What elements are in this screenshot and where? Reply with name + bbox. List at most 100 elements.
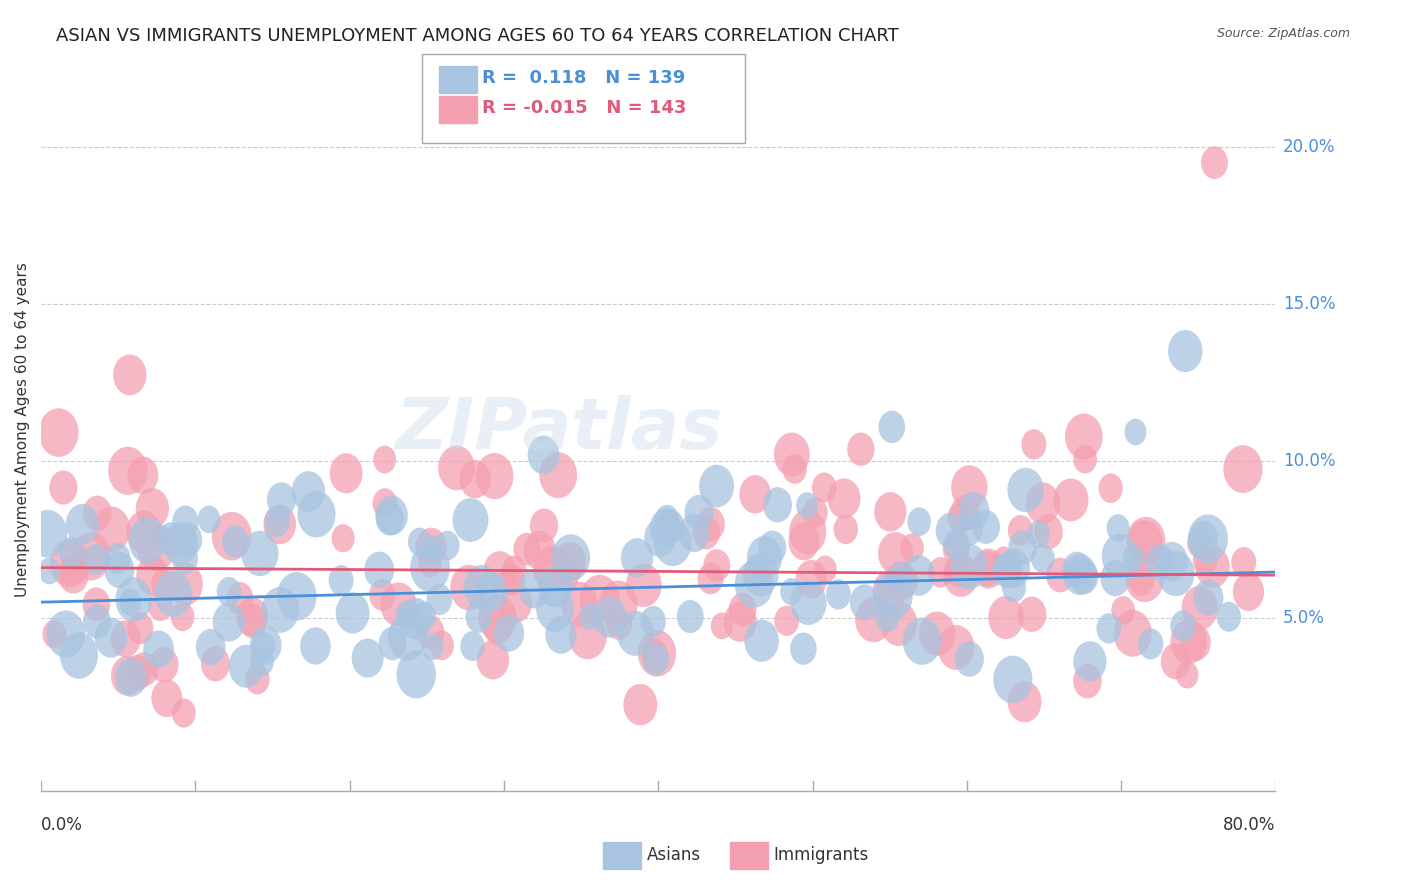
Ellipse shape: [172, 506, 198, 538]
Ellipse shape: [789, 523, 820, 560]
Ellipse shape: [697, 508, 725, 541]
Ellipse shape: [494, 615, 524, 652]
Ellipse shape: [502, 556, 526, 585]
Ellipse shape: [943, 533, 970, 566]
Ellipse shape: [94, 617, 128, 657]
Ellipse shape: [264, 506, 290, 537]
Ellipse shape: [780, 578, 803, 605]
Ellipse shape: [1025, 483, 1060, 524]
Ellipse shape: [373, 446, 396, 474]
Ellipse shape: [83, 587, 110, 621]
Ellipse shape: [796, 492, 818, 519]
Ellipse shape: [1097, 613, 1122, 644]
Ellipse shape: [411, 543, 450, 592]
Ellipse shape: [115, 658, 146, 697]
Ellipse shape: [157, 522, 184, 555]
Ellipse shape: [148, 591, 173, 621]
Ellipse shape: [242, 531, 278, 576]
Ellipse shape: [143, 631, 174, 668]
Ellipse shape: [1046, 558, 1074, 592]
Text: 15.0%: 15.0%: [1284, 295, 1336, 313]
Ellipse shape: [136, 556, 169, 595]
Ellipse shape: [993, 656, 1032, 704]
Ellipse shape: [997, 549, 1031, 589]
Text: R = -0.015   N = 143: R = -0.015 N = 143: [482, 99, 686, 117]
Ellipse shape: [740, 475, 770, 514]
Ellipse shape: [396, 650, 436, 698]
Ellipse shape: [873, 573, 912, 620]
Ellipse shape: [825, 579, 851, 609]
Ellipse shape: [478, 594, 516, 641]
Ellipse shape: [699, 465, 734, 508]
Ellipse shape: [1194, 579, 1223, 615]
Text: 80.0%: 80.0%: [1223, 815, 1275, 834]
Ellipse shape: [263, 505, 297, 544]
Ellipse shape: [606, 607, 633, 640]
Ellipse shape: [70, 533, 111, 581]
Ellipse shape: [790, 632, 817, 665]
Ellipse shape: [1168, 330, 1202, 372]
Ellipse shape: [796, 560, 827, 599]
Ellipse shape: [1021, 429, 1046, 459]
Ellipse shape: [415, 528, 447, 566]
Ellipse shape: [373, 488, 398, 518]
Ellipse shape: [475, 453, 513, 500]
Ellipse shape: [128, 517, 167, 564]
Ellipse shape: [1157, 551, 1195, 596]
Ellipse shape: [329, 565, 354, 596]
Ellipse shape: [936, 513, 965, 549]
Ellipse shape: [1026, 520, 1050, 549]
Ellipse shape: [477, 640, 509, 680]
Ellipse shape: [238, 604, 267, 638]
Ellipse shape: [950, 466, 987, 509]
Ellipse shape: [901, 555, 935, 596]
Ellipse shape: [408, 528, 432, 556]
Ellipse shape: [475, 573, 508, 612]
Ellipse shape: [28, 510, 67, 558]
Ellipse shape: [418, 549, 441, 577]
Ellipse shape: [1192, 546, 1218, 575]
Ellipse shape: [128, 457, 159, 494]
Text: 10.0%: 10.0%: [1284, 452, 1336, 470]
Ellipse shape: [236, 597, 269, 636]
Ellipse shape: [172, 542, 198, 574]
Ellipse shape: [626, 564, 662, 607]
Ellipse shape: [375, 501, 404, 535]
Ellipse shape: [60, 555, 84, 583]
Ellipse shape: [1107, 514, 1129, 542]
Ellipse shape: [1122, 545, 1144, 572]
Ellipse shape: [111, 620, 141, 657]
Ellipse shape: [948, 503, 972, 533]
Ellipse shape: [83, 605, 111, 639]
Ellipse shape: [1064, 414, 1102, 459]
Ellipse shape: [513, 533, 540, 566]
Ellipse shape: [1126, 520, 1163, 564]
Ellipse shape: [533, 546, 572, 592]
Ellipse shape: [298, 491, 336, 538]
Ellipse shape: [277, 572, 316, 621]
Ellipse shape: [617, 611, 654, 656]
Ellipse shape: [945, 555, 972, 587]
Text: 20.0%: 20.0%: [1284, 138, 1336, 156]
Ellipse shape: [122, 655, 152, 691]
Ellipse shape: [1073, 664, 1102, 698]
Ellipse shape: [903, 617, 942, 665]
Ellipse shape: [195, 629, 225, 665]
Ellipse shape: [108, 447, 148, 495]
Ellipse shape: [83, 496, 111, 531]
Ellipse shape: [439, 445, 475, 491]
Ellipse shape: [1111, 596, 1135, 624]
Ellipse shape: [398, 598, 433, 640]
Ellipse shape: [426, 583, 453, 615]
Ellipse shape: [536, 585, 574, 632]
Ellipse shape: [1201, 146, 1227, 179]
Ellipse shape: [540, 452, 576, 499]
Ellipse shape: [638, 630, 676, 677]
Ellipse shape: [1007, 467, 1043, 512]
Ellipse shape: [484, 609, 512, 645]
Ellipse shape: [152, 680, 183, 717]
Ellipse shape: [66, 504, 100, 544]
Ellipse shape: [245, 665, 270, 694]
Ellipse shape: [789, 509, 827, 555]
Ellipse shape: [104, 542, 131, 574]
